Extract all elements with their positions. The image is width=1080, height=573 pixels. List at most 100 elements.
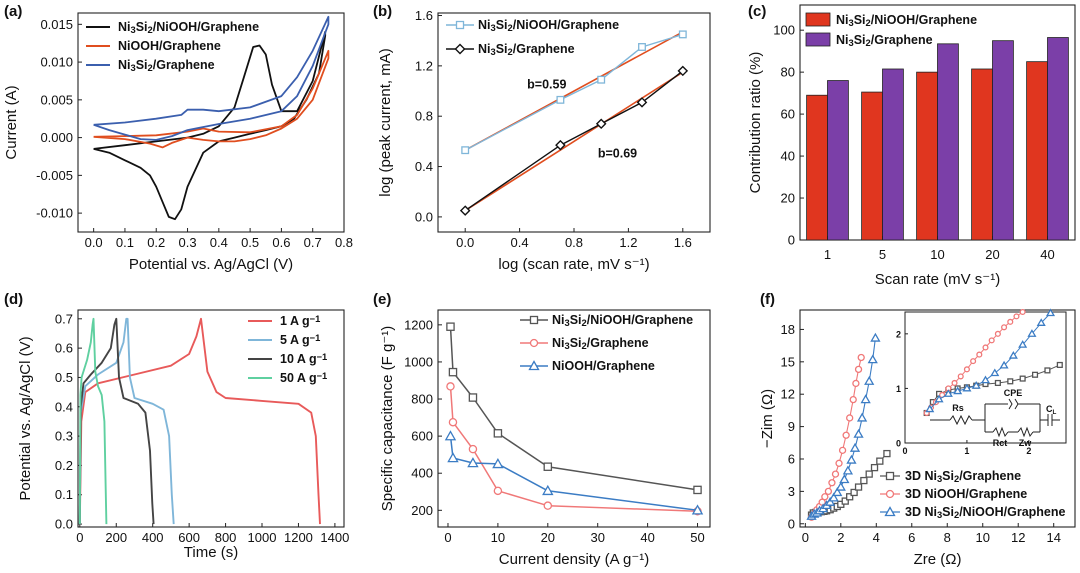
y-tick-label: 0.0: [415, 209, 433, 224]
data-point: [839, 474, 850, 484]
inset-data-point: [953, 386, 963, 395]
y-tick-label: 1.2: [415, 58, 433, 73]
legend-marker: [455, 20, 465, 30]
data-point: [883, 449, 891, 458]
panel-letter: (e): [373, 291, 391, 308]
data-point: [467, 457, 479, 468]
inset: 0 1 2 0 1 2 Rs CPE CL Rct Zw: [896, 308, 1067, 456]
data-point: [850, 488, 858, 497]
y-tick-label: 0.7: [55, 311, 73, 326]
data-point: [832, 487, 843, 497]
bar: [1026, 61, 1048, 241]
legend-marker: [528, 360, 540, 371]
x-tick-label: 10: [976, 530, 990, 545]
data-point: [459, 205, 471, 216]
data-point: [461, 146, 470, 155]
x-tick-label: 1.2: [619, 235, 637, 250]
x-tick-label: 200: [105, 530, 127, 545]
y-tick-label: 400: [411, 466, 433, 481]
y-tick-label: -0.010: [36, 206, 73, 221]
data-point: [854, 483, 863, 491]
data-point: [493, 486, 503, 496]
data-point: [543, 501, 553, 510]
data-point: [448, 367, 458, 377]
inset-y-tick-label: 2: [896, 329, 901, 339]
series-line: [449, 386, 698, 512]
inset-data-point: [994, 330, 1001, 337]
bar: [971, 68, 993, 241]
legend-entry-label: NiOOH/Graphene: [552, 359, 655, 373]
data-point: [867, 354, 878, 364]
data-point: [468, 444, 478, 454]
y-tick-label: 12: [781, 387, 795, 402]
data-point: [870, 332, 881, 342]
legend-swatch: [805, 12, 831, 27]
legend-marker: [454, 43, 466, 55]
inset-data-point: [1031, 371, 1039, 378]
legend-entry-label: 3D Ni3Si2/Graphene: [905, 469, 1021, 484]
data-point: [849, 395, 857, 404]
inset-data-point: [957, 373, 964, 380]
data-point: [831, 470, 840, 478]
data-point: [444, 430, 457, 441]
inset-x-tick-label: 2: [1026, 446, 1031, 456]
data-point: [678, 30, 687, 39]
x-tick-label: 600: [178, 530, 200, 545]
legend-marker: [884, 506, 896, 517]
y-tick-label: 0: [788, 233, 795, 248]
y-tick-label: 0.5: [55, 370, 73, 385]
bar: [882, 68, 904, 241]
data-point: [846, 493, 854, 501]
plot-frame: [437, 309, 711, 528]
resistor-rs: [949, 414, 973, 426]
x-tick-label: 30: [590, 530, 604, 545]
data-point: [865, 470, 873, 478]
inset-data-point: [1045, 308, 1056, 317]
y-axis-label: Potential vs. Ag/AgCl (V): [17, 336, 34, 500]
y-tick-label: 20: [781, 191, 795, 206]
inset-data-point: [1013, 313, 1020, 320]
bar: [861, 91, 883, 241]
data-point: [493, 429, 503, 438]
x-tick-label: 800: [215, 530, 237, 545]
y-tick-label: 9: [788, 419, 795, 434]
y-tick-label: 0.0: [55, 517, 73, 532]
x-tick-label: 0: [76, 530, 83, 545]
x-tick-label: 0.0: [85, 235, 103, 250]
inset-data-point: [1056, 361, 1063, 368]
legend-entry-label: Ni3Si2/Graphene: [552, 336, 649, 351]
y-axis-label: −Zim (Ω): [759, 389, 776, 448]
inset-data-point: [1008, 350, 1018, 359]
data-point: [846, 454, 857, 464]
x-tick-label: 8: [944, 530, 951, 545]
data-point: [446, 322, 455, 331]
data-point: [636, 97, 648, 108]
cv-curve: [93, 49, 330, 149]
x-axis-label: log (scan rate, mV s⁻¹): [498, 256, 649, 273]
data-point: [555, 139, 566, 151]
bar: [1047, 37, 1069, 241]
y-tick-label: 40: [781, 149, 795, 164]
inset-data-point: [999, 360, 1009, 369]
category-label: 5: [879, 247, 886, 262]
inset-data-point: [994, 379, 1001, 387]
x-tick-label: 0.1: [116, 235, 134, 250]
category-label: 1: [824, 247, 831, 262]
x-tick-label: 20: [541, 530, 555, 545]
gcd-curve: [78, 317, 321, 525]
y-tick-label: 0.000: [40, 130, 73, 145]
inset-data-point: [962, 383, 972, 392]
x-axis-label: Potential vs. Ag/AgCl (V): [129, 256, 293, 273]
bar: [806, 94, 828, 241]
inset-data-point: [970, 358, 977, 365]
panel-letter: (c): [748, 3, 766, 20]
panel-letter: (f): [760, 291, 775, 308]
circuit-label-rs: Rs: [952, 403, 964, 413]
plot-frame: [77, 12, 345, 233]
data-point: [677, 65, 689, 77]
y-tick-label: 0.4: [415, 159, 433, 174]
fit-annotation: b=0.59: [527, 78, 566, 92]
data-point: [849, 442, 861, 452]
data-point: [842, 431, 850, 439]
data-point: [846, 414, 854, 422]
